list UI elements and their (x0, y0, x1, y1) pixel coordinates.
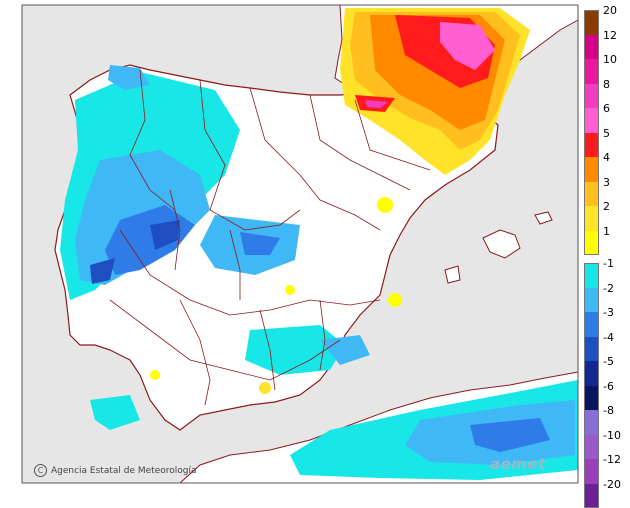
legend-label: 6 (603, 103, 610, 114)
legend-label: -8 (603, 405, 614, 416)
legend-label: -2 (603, 283, 614, 294)
legend-label: -4 (603, 332, 614, 343)
legend-label: 12 (603, 30, 617, 41)
legend-label: 10 (603, 54, 617, 65)
legend-label: -10 (603, 430, 621, 441)
legend-label: -6 (603, 381, 614, 392)
legend-label: -3 (603, 307, 614, 318)
legend-label: -5 (603, 356, 614, 367)
brand-logo: aemet (490, 455, 546, 473)
legend-frame (584, 10, 599, 255)
credit-line: C Agencia Estatal de Meteorología (34, 464, 197, 477)
legend-label: 4 (603, 152, 610, 163)
credit-text: Agencia Estatal de Meteorología (51, 466, 197, 476)
copyright-icon: C (34, 464, 47, 477)
legend-frame (584, 263, 599, 508)
legend-label: 20 (603, 5, 617, 16)
legend-label: -20 (603, 479, 621, 490)
legend-label: -1 (603, 258, 614, 269)
legend-label: 8 (603, 79, 610, 90)
legend-label: 5 (603, 128, 610, 139)
legend-label: -12 (603, 454, 621, 465)
legend-label: 1 (603, 226, 610, 237)
legend-label: 2 (603, 201, 610, 212)
legend-label: 3 (603, 177, 610, 188)
